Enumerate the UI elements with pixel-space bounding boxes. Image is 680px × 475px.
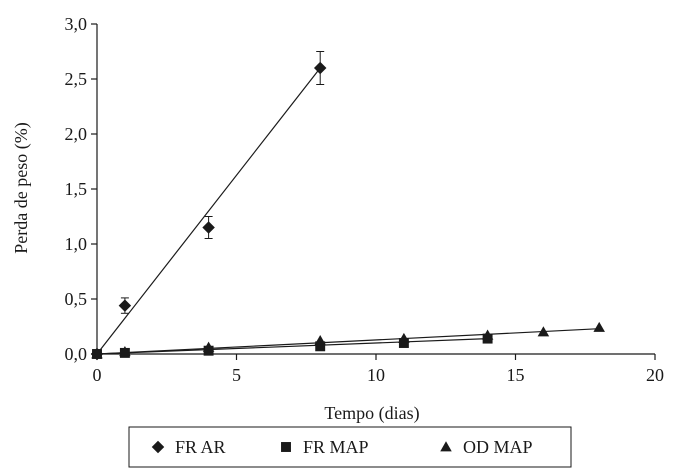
trendline-2 <box>96 328 600 355</box>
data-point-triangle <box>398 332 410 343</box>
data-point-triangle <box>314 335 326 346</box>
trendline-1 <box>96 338 488 355</box>
legend-triangle-icon <box>440 441 452 452</box>
legend-label: OD MAP <box>463 437 533 457</box>
y-tick-label: 1,5 <box>65 179 88 199</box>
data-point-triangle <box>119 346 131 357</box>
y-tick-label: 0,0 <box>65 344 88 364</box>
y-axis-label: Perda de peso (%) <box>11 122 32 253</box>
data-point-triangle <box>91 348 103 359</box>
legend-box <box>128 426 572 468</box>
data-point-diamond <box>202 221 215 234</box>
error-bars <box>120 51 325 314</box>
legend-label: FR AR <box>175 437 226 457</box>
y-tick-label: 2,5 <box>65 69 88 89</box>
data-point-triangle <box>593 321 605 332</box>
data-point-diamond <box>118 299 132 312</box>
legend-diamond-icon <box>151 440 165 454</box>
legend: FR AR FR MAP OD MAP <box>151 437 533 457</box>
y-tick-label: 2,0 <box>65 124 88 144</box>
y-tick-label: 3,0 <box>65 14 88 34</box>
data-point-diamond <box>313 61 327 75</box>
x-tick-label: 15 <box>507 365 525 385</box>
x-tick-label: 5 <box>232 365 241 385</box>
data-point-square <box>315 341 326 352</box>
trendline-0 <box>96 67 321 355</box>
x-tick-label: 10 <box>367 365 385 385</box>
x-axis-label: Tempo (dias) <box>324 403 419 424</box>
y-tick-label: 0,5 <box>65 289 88 309</box>
y-tick-label: 1,0 <box>65 234 88 254</box>
data-point-triangle <box>481 329 494 340</box>
x-tick-label: 0 <box>93 365 102 385</box>
data-markers <box>90 61 605 361</box>
x-tick-label: 20 <box>646 365 664 385</box>
legend-square-icon <box>281 442 291 452</box>
data-point-triangle <box>537 326 550 337</box>
axis-ticks: 0 5 10 15 20 0,0 0,5 1,0 1,5 2,0 2,5 3,0 <box>65 14 665 385</box>
legend-label: FR MAP <box>303 437 369 457</box>
data-point-triangle <box>202 341 215 352</box>
trendlines <box>96 67 600 355</box>
data-point-square <box>398 338 409 348</box>
